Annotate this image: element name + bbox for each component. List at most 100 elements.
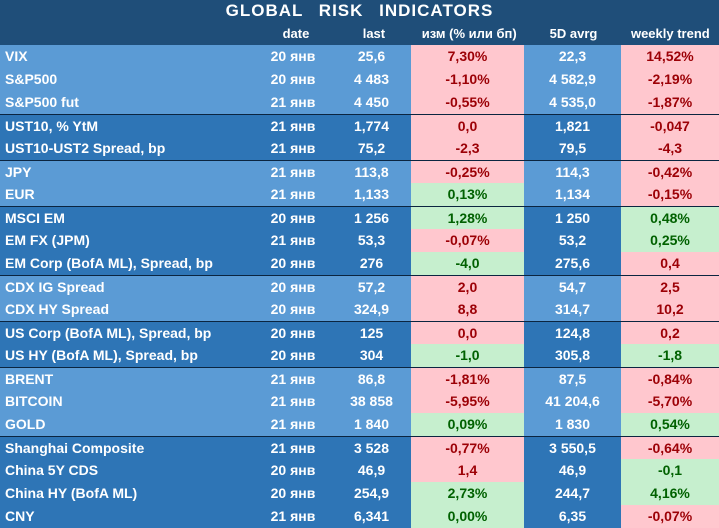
indicator-last: 6,341: [332, 505, 411, 528]
indicator-last: 3 528: [332, 437, 411, 459]
indicator-change: -1,10%: [411, 68, 524, 91]
indicator-last: 53,3: [332, 229, 411, 252]
indicator-change: 1,28%: [411, 207, 524, 229]
indicator-5d-average: 1 830: [524, 413, 621, 436]
indicator-weekly-trend: -0,15%: [621, 183, 719, 206]
indicator-5d-average: 1,134: [524, 183, 621, 206]
indicator-5d-average: 53,2: [524, 229, 621, 252]
header-last: last: [362, 26, 386, 41]
indicator-weekly-trend: -0,84%: [621, 368, 719, 390]
indicator-last: 57,2: [332, 276, 411, 298]
indicator-name: CNY: [0, 505, 254, 528]
indicator-weekly-trend: 0,48%: [621, 207, 719, 229]
indicator-last: 4 483: [332, 68, 411, 91]
indicator-name: US HY (BofA ML), Spread, bp: [0, 344, 254, 367]
indicator-date: 20 янв: [254, 322, 332, 344]
indicator-5d-average: 6,35: [524, 505, 621, 528]
indicator-change: 2,73%: [411, 482, 524, 505]
indicator-5d-average: 275,6: [524, 252, 621, 275]
indicator-5d-average: 244,7: [524, 482, 621, 505]
indicator-date: 21 янв: [254, 137, 332, 160]
column-header-row: date last изм (% или бп) 5D avrg weekly …: [0, 22, 719, 45]
indicator-date: 21 янв: [254, 437, 332, 459]
indicator-change: 2,0: [411, 276, 524, 298]
indicator-change: -5,95%: [411, 390, 524, 413]
indicator-name: S&P500: [0, 68, 254, 91]
table-row: CNY 21 янв 6,341 0,00% 6,35 -0,07%: [0, 505, 719, 528]
indicator-name: JPY: [0, 161, 254, 183]
indicator-last: 4 450: [332, 91, 411, 114]
table-row: VIX 20 янв 25,6 7,30% 22,3 14,52%: [0, 45, 719, 68]
indicator-weekly-trend: -0,047: [621, 115, 719, 137]
table-row: JPY 21 янв 113,8 -0,25% 114,3 -0,42%: [0, 160, 719, 183]
indicator-last: 113,8: [332, 161, 411, 183]
table-row: China 5Y CDS 20 янв 46,9 1,4 46,9 -0,1: [0, 459, 719, 482]
indicator-5d-average: 1,821: [524, 115, 621, 137]
indicator-name: VIX: [0, 45, 254, 68]
indicator-weekly-trend: 10,2: [621, 298, 719, 321]
indicator-date: 21 янв: [254, 115, 332, 137]
indicator-date: 21 янв: [254, 161, 332, 183]
indicator-date: 20 янв: [254, 482, 332, 505]
indicator-date: 20 янв: [254, 276, 332, 298]
indicator-date: 21 янв: [254, 368, 332, 390]
indicator-weekly-trend: -4,3: [621, 137, 719, 160]
indicator-weekly-trend: 0,54%: [621, 413, 719, 436]
indicator-change: -0,25%: [411, 161, 524, 183]
indicator-5d-average: 54,7: [524, 276, 621, 298]
indicator-5d-average: 1 250: [524, 207, 621, 229]
indicator-date: 21 янв: [254, 413, 332, 436]
sheet-title: GLOBAL RISK INDICATORS: [0, 0, 719, 22]
indicator-last: 1,133: [332, 183, 411, 206]
header-5d-average: 5D avrg: [549, 26, 598, 41]
indicator-weekly-trend: -2,19%: [621, 68, 719, 91]
indicator-change: 1,4: [411, 459, 524, 482]
indicator-name: BITCOIN: [0, 390, 254, 413]
header-weekly-trend: weekly trend: [630, 26, 710, 41]
indicator-last: 1 840: [332, 413, 411, 436]
table-row: GOLD 21 янв 1 840 0,09% 1 830 0,54%: [0, 413, 719, 436]
indicator-change: -1,0: [411, 344, 524, 367]
indicator-5d-average: 87,5: [524, 368, 621, 390]
indicator-weekly-trend: 0,4: [621, 252, 719, 275]
table-row: US Corp (BofA ML), Spread, bp 20 янв 125 0,…: [0, 321, 719, 344]
table-row: UST10-UST2 Spread, bp 21 янв 75,2 -2,3 79,5-…: [0, 137, 719, 160]
indicator-5d-average: 41 204,6: [524, 390, 621, 413]
indicator-5d-average: 79,5: [524, 137, 621, 160]
indicator-last: 304: [332, 344, 411, 367]
indicator-change: -2,3: [411, 137, 524, 160]
indicator-name: EM FX (JPM): [0, 229, 254, 252]
indicator-last: 1,774: [332, 115, 411, 137]
indicator-5d-average: 314,7: [524, 298, 621, 321]
indicator-weekly-trend: -0,07%: [621, 505, 719, 528]
indicator-weekly-trend: 4,16%: [621, 482, 719, 505]
indicator-date: 20 янв: [254, 252, 332, 275]
indicator-last: 254,9: [332, 482, 411, 505]
indicator-last: 1 256: [332, 207, 411, 229]
indicator-change: 8,8: [411, 298, 524, 321]
table-row: BITCOIN 21 янв 38 858 -5,95% 41 204,6 -5,70%: [0, 390, 719, 413]
indicator-5d-average: 124,8: [524, 322, 621, 344]
indicator-name: CDX HY Spread: [0, 298, 254, 321]
indicator-name: UST10-UST2 Spread, bp: [0, 137, 254, 160]
indicator-weekly-trend: -0,64%: [621, 437, 719, 459]
indicator-date: 20 янв: [254, 45, 332, 68]
indicator-name: China HY (BofA ML): [0, 482, 254, 505]
indicator-date: 21 янв: [254, 229, 332, 252]
indicator-5d-average: 4 582,9: [524, 68, 621, 91]
indicator-date: 20 янв: [254, 344, 332, 367]
indicator-date: 21 янв: [254, 390, 332, 413]
indicator-name: GOLD: [0, 413, 254, 436]
indicator-name: BRENT: [0, 368, 254, 390]
header-change: изм (% или бп): [421, 26, 517, 41]
indicator-5d-average: 3 550,5: [524, 437, 621, 459]
indicator-5d-average: 46,9: [524, 459, 621, 482]
table-row: UST10, % YtM 21 янв 1,774 0,0 1,821 -0,047: [0, 114, 719, 137]
indicator-change: -0,07%: [411, 229, 524, 252]
indicator-table-body: VIX 20 янв 25,6 7,30% 22,3 14,52% S&P500 20 янв…: [0, 45, 719, 528]
indicator-date: 20 янв: [254, 207, 332, 229]
indicator-change: -1,81%: [411, 368, 524, 390]
indicator-last: 324,9: [332, 298, 411, 321]
indicator-name: US Corp (BofA ML), Spread, bp: [0, 322, 254, 344]
indicator-change: 7,30%: [411, 45, 524, 68]
